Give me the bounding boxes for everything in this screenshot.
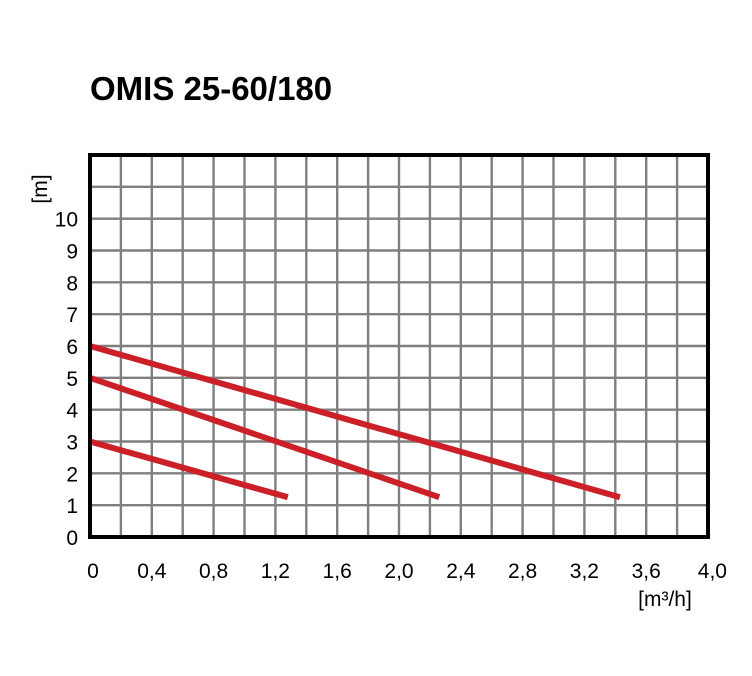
pump-curve-3 — [89, 438, 289, 501]
x-tick-label: 0,8 — [199, 560, 228, 583]
y-tick-label: 2 — [66, 463, 78, 486]
x-axis-label: [m³/h] — [638, 588, 692, 611]
x-tick-label: 0 — [87, 560, 99, 583]
y-tick-labels: 0 1 2 3 4 5 6 7 8 9 10 — [55, 209, 79, 550]
x-tick-label: 1,2 — [261, 560, 290, 583]
pump-curve-1 — [89, 343, 621, 501]
y-tick-label: 6 — [66, 336, 78, 359]
x-tick-label: 3,2 — [570, 560, 599, 583]
series-layer — [89, 343, 621, 501]
y-tick-label: 9 — [66, 241, 78, 264]
x-tick-label: 4,0 — [698, 560, 727, 583]
x-tick-label: 3,6 — [632, 560, 661, 583]
chart-title: OMIS 25-60/180 — [90, 70, 332, 107]
x-tick-labels: 0 0,4 0,8 1,2 1,6 2,0 2,4 2,8 3,2 3,6 4,0 — [87, 560, 727, 583]
y-tick-label: 0 — [66, 527, 78, 550]
y-tick-label: 5 — [66, 368, 78, 391]
y-tick-label: 3 — [66, 432, 78, 455]
y-axis-label: [m] — [29, 174, 52, 203]
y-tick-label: 7 — [66, 304, 78, 327]
x-tick-label: 1,6 — [323, 560, 352, 583]
y-tick-label: 10 — [55, 209, 78, 232]
x-tick-label: 2,8 — [508, 560, 537, 583]
pump-curve-2 — [89, 374, 441, 501]
x-tick-label: 2,4 — [446, 560, 476, 583]
y-tick-label: 4 — [66, 400, 78, 423]
x-tick-label: 2,0 — [384, 560, 413, 583]
y-tick-label: 8 — [66, 272, 78, 295]
plot-frame — [88, 153, 710, 539]
y-tick-label: 1 — [66, 495, 78, 518]
x-tick-label: 0,4 — [137, 560, 167, 583]
grid — [90, 155, 708, 537]
